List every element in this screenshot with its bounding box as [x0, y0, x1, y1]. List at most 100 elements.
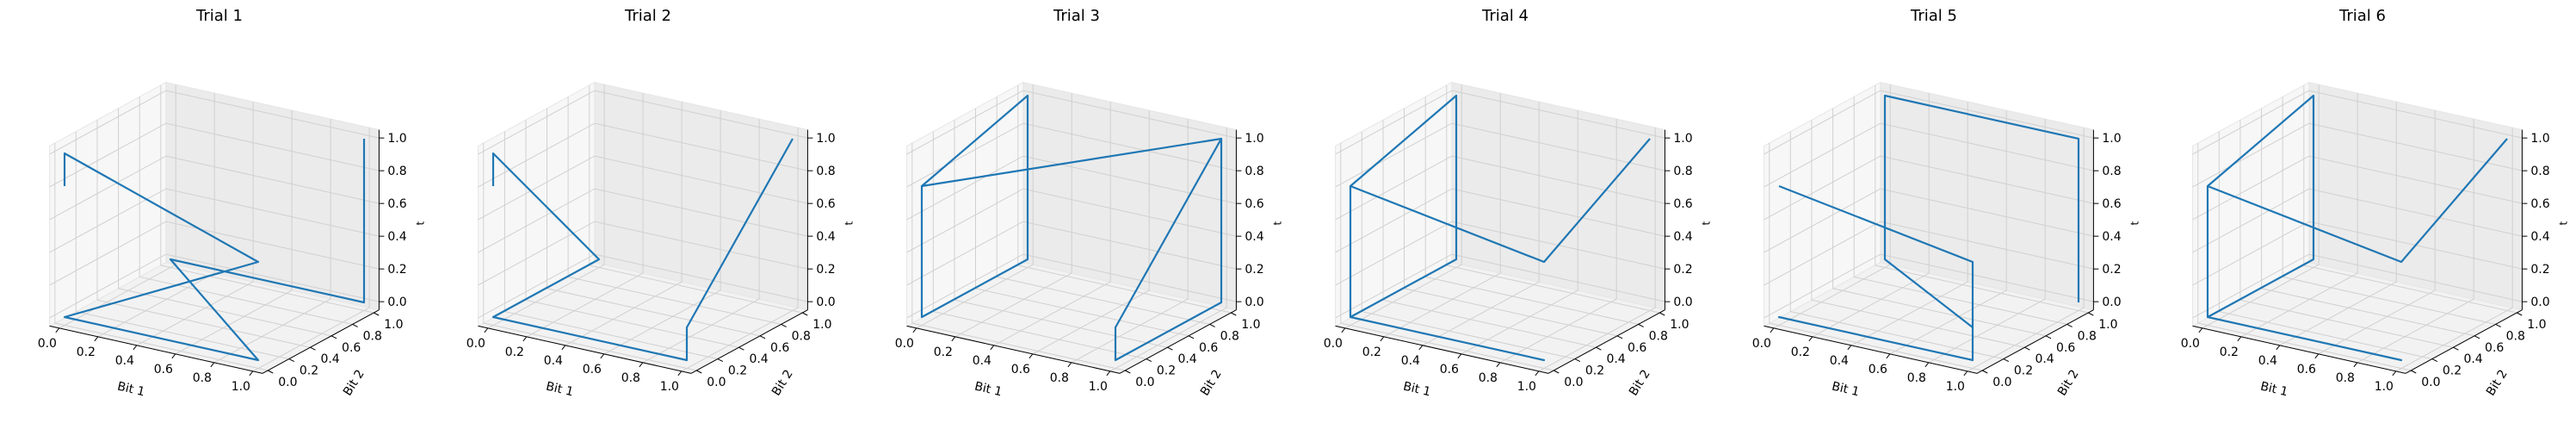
y-tick-mark: [1167, 346, 1173, 351]
y-tick-label: 1.0: [1241, 318, 1260, 332]
x-tick-mark: [561, 345, 566, 351]
y-tick-label: 0.0: [278, 376, 297, 389]
gridline-x: [1344, 84, 1462, 329]
y-tick-mark: [1982, 370, 1988, 374]
x-tick-label: 0.0: [895, 337, 914, 351]
z-axis-label: t: [1271, 221, 1283, 226]
z-tick-label: 0.0: [2530, 296, 2549, 309]
y-tick-label: 0.4: [1177, 352, 1196, 366]
x-tick-mark: [1770, 327, 1775, 333]
trial-panel-3: 0.00.20.40.60.81.0 0.00.20.40.60.81.00.00…: [895, 7, 1284, 399]
x-tick-label: 0.2: [77, 346, 96, 359]
x-axis-line: [1335, 325, 1549, 374]
z-tick-label: 0.0: [387, 296, 406, 309]
y-axis-line: [690, 309, 808, 374]
y-axis-line: [2405, 309, 2523, 374]
x-tick-label: 0.4: [1830, 354, 1849, 368]
y-tick-mark: [268, 370, 274, 374]
y-tick-label: 0.6: [2056, 341, 2075, 355]
y-tick-label: 1.0: [2098, 318, 2117, 332]
z-tick-label: 0.8: [1673, 165, 1692, 178]
x-tick-mark: [2198, 327, 2203, 333]
y-axis-label: Bit 2: [769, 367, 796, 398]
y-tick-mark: [1146, 358, 1152, 363]
y-tick-label: 0.0: [1135, 376, 1154, 389]
gridline-z: [906, 253, 1237, 319]
gridline-z: [2192, 155, 2523, 221]
x-axis-line: [906, 325, 1121, 374]
gridline-z: [1335, 253, 1665, 319]
z-tick-label: 0.4: [1673, 230, 1692, 244]
gridline-x: [1461, 110, 1578, 355]
gridline-y: [1769, 143, 1983, 371]
trajectory-line: [63, 139, 366, 362]
z-tick-label: 0.8: [816, 165, 835, 178]
x-tick-label: 0.2: [1362, 346, 1381, 359]
gridline-z: [1764, 221, 2094, 286]
x-tick-label: 0.8: [1050, 371, 1069, 385]
gridline-x: [954, 93, 1072, 338]
z-tick-label: 0.2: [1245, 263, 1263, 277]
y-tick-label: 0.2: [1157, 364, 1176, 378]
y-tick-label: 0.4: [2035, 352, 2054, 366]
x-axis-label: Bit 1: [1831, 380, 1861, 400]
gridline-z: [2192, 188, 2523, 253]
x-tick-mark: [951, 336, 956, 342]
y-tick-mark: [1638, 323, 1644, 327]
gridline-x: [2395, 128, 2513, 372]
z-tick-label: 1.0: [2102, 132, 2121, 146]
y-tick-mark: [2411, 370, 2417, 374]
x-tick-mark: [1341, 327, 1346, 333]
y-tick-label: 0.2: [2014, 364, 2033, 378]
x-tick-mark: [639, 362, 644, 368]
x-tick-mark: [2353, 362, 2358, 368]
x-axis-line: [49, 325, 263, 374]
y-tick-label: 0.6: [2485, 341, 2504, 355]
x-tick-label: 0.6: [583, 363, 602, 377]
x-tick-label: 0.2: [505, 346, 524, 359]
y-tick-mark: [374, 312, 380, 316]
gridline-z: [478, 90, 808, 155]
gridline-y: [54, 143, 269, 371]
trial-title: Trial 4: [1481, 7, 1529, 25]
x-tick-label: 0.0: [38, 337, 57, 351]
y-tick-label: 0.6: [1199, 341, 1218, 355]
gridline-y: [160, 85, 374, 314]
y-axis-label: Bit 2: [2055, 367, 2082, 398]
y-tick-label: 1.0: [384, 318, 403, 332]
y-tick-label: 0.6: [770, 341, 789, 355]
z-tick-label: 1.0: [2530, 132, 2549, 146]
z-tick-label: 0.6: [2530, 197, 2549, 211]
x-tick-label: 1.0: [1089, 380, 1108, 394]
z-tick-label: 0.8: [387, 165, 406, 178]
y-tick-mark: [1574, 358, 1581, 363]
y-tick-label: 0.2: [2443, 364, 2462, 378]
trial-panel-2: 0.00.20.40.60.81.0 0.00.20.40.60.81.00.00…: [466, 7, 856, 399]
gridline-x: [1383, 93, 1501, 338]
gridline-z: [478, 155, 808, 221]
trial-panel-1: 0.00.20.40.60.81.0 0.00.20.40.60.81.00.00…: [38, 7, 427, 399]
y-tick-label: 0.6: [342, 341, 361, 355]
x-tick-label: 0.6: [1440, 363, 1459, 377]
z-tick-label: 0.0: [1673, 296, 1692, 309]
x-tick-label: 0.4: [544, 354, 563, 368]
y-axis-line: [1119, 309, 1237, 374]
gridline-y: [75, 131, 290, 360]
y-tick-mark: [738, 346, 744, 351]
x-tick-label: 0.6: [1011, 363, 1030, 377]
gridline-x: [565, 102, 683, 346]
z-tick-label: 0.2: [2102, 263, 2121, 277]
y-tick-label: 0.8: [1220, 329, 1239, 343]
y-tick-label: 0.0: [1564, 376, 1583, 389]
y-tick-mark: [717, 358, 724, 363]
y-tick-mark: [696, 370, 702, 374]
z-tick-label: 0.2: [1673, 263, 1692, 277]
gridline-z: [49, 90, 380, 155]
z-tick-label: 0.2: [2530, 263, 2549, 277]
x-tick-mark: [2392, 370, 2397, 377]
z-tick-label: 0.4: [816, 230, 835, 244]
x-tick-label: 0.8: [621, 371, 640, 385]
gridline-x: [1812, 93, 1930, 338]
x-tick-label: 0.6: [1869, 363, 1887, 377]
x-axis-label: Bit 1: [2259, 380, 2289, 400]
